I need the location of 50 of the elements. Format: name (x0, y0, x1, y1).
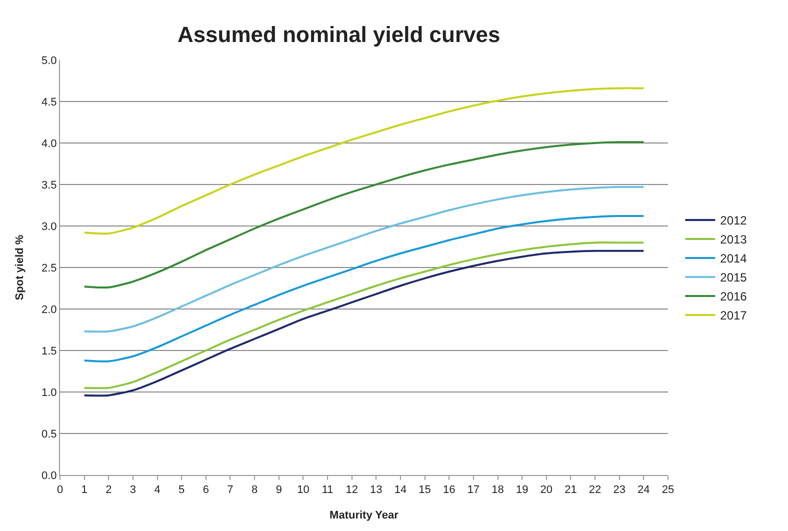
y-tick-label: 4.0 (42, 138, 57, 150)
x-tick-label: 12 (346, 484, 358, 496)
x-tick-label: 25 (662, 484, 674, 496)
x-tick-label: 5 (178, 484, 185, 496)
x-tick-label: 18 (492, 484, 504, 496)
x-tick-label: 1 (81, 484, 88, 496)
line-series (83, 215, 645, 362)
x-tick-label: 16 (442, 484, 456, 496)
y-tick-label: 5.0 (42, 54, 57, 67)
x-tick-label: 13 (370, 484, 382, 496)
y-tick-label: 0.0 (42, 470, 57, 482)
line-series (83, 141, 645, 289)
x-tick-label: 24 (638, 484, 650, 496)
x-tick-label: 23 (613, 484, 626, 496)
legend-label: 2017 (720, 308, 748, 323)
y-tick-label: 4.5 (42, 96, 57, 108)
y-tick-label: 3.5 (42, 179, 57, 192)
x-tick-label: 17 (467, 484, 480, 496)
y-axis-title: Spot yield % (14, 234, 26, 300)
y-tick-label: 1.0 (42, 386, 57, 399)
x-tick-label: 10 (297, 484, 310, 496)
y-tick-label: 1.5 (42, 345, 57, 358)
x-tick-label: 22 (588, 484, 602, 496)
x-tick-label: 6 (202, 484, 209, 496)
x-tick-label: 20 (540, 484, 553, 496)
x-tick-label: 15 (418, 484, 431, 496)
x-tick-label: 11 (322, 484, 334, 496)
line-series (83, 87, 645, 235)
x-tick-label: 0 (56, 484, 64, 496)
y-tick-label: 3.0 (42, 220, 57, 233)
x-tick-label: 14 (394, 484, 407, 496)
legend-label: 2016 (720, 290, 748, 304)
y-tick-label: 2.5 (42, 262, 57, 274)
x-tick-label: 19 (516, 484, 528, 496)
x-tick-label: 4 (154, 484, 160, 496)
x-tick-label: 9 (276, 484, 282, 496)
x-tick-label: 8 (251, 484, 258, 496)
legend-label: 2014 (720, 252, 748, 266)
x-tick-label: 7 (227, 484, 234, 496)
legend-label: 2012 (720, 214, 748, 228)
x-tick-label: 21 (564, 484, 577, 496)
x-tick-label: 2 (106, 484, 112, 496)
chart-title: Assumed nominal yield curves (177, 22, 500, 47)
y-tick-label: 0.5 (42, 428, 57, 440)
x-axis-title: Maturity Year (330, 509, 400, 522)
line-series (83, 186, 645, 333)
legend-label: 2015 (720, 270, 748, 285)
legend-label: 2013 (720, 232, 748, 247)
y-tick-label: 2.0 (42, 304, 57, 316)
x-tick-label: 3 (130, 484, 136, 496)
